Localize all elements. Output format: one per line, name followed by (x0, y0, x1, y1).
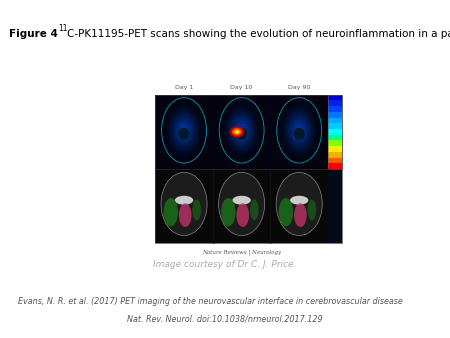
FancyBboxPatch shape (328, 163, 342, 169)
Ellipse shape (250, 199, 259, 220)
FancyBboxPatch shape (155, 95, 342, 243)
Text: C-PK11195-PET scans showing the evolution of neuroinflammation in a patient afte: C-PK11195-PET scans showing the evolutio… (68, 29, 450, 39)
Ellipse shape (193, 199, 201, 220)
Ellipse shape (293, 127, 306, 141)
FancyBboxPatch shape (270, 169, 328, 243)
Ellipse shape (175, 117, 193, 143)
Ellipse shape (294, 203, 307, 227)
Ellipse shape (290, 117, 308, 143)
Ellipse shape (173, 114, 195, 147)
FancyBboxPatch shape (328, 135, 342, 140)
Ellipse shape (182, 127, 186, 134)
FancyBboxPatch shape (155, 95, 213, 169)
Ellipse shape (164, 198, 178, 226)
Ellipse shape (281, 104, 317, 156)
Ellipse shape (279, 198, 293, 226)
FancyBboxPatch shape (328, 146, 342, 152)
FancyBboxPatch shape (328, 112, 342, 118)
Ellipse shape (235, 121, 248, 140)
Ellipse shape (161, 172, 207, 236)
Ellipse shape (236, 203, 249, 227)
Ellipse shape (276, 172, 322, 236)
Ellipse shape (219, 98, 264, 163)
Ellipse shape (228, 111, 255, 150)
FancyBboxPatch shape (328, 140, 342, 146)
FancyBboxPatch shape (213, 95, 270, 169)
FancyBboxPatch shape (328, 100, 342, 106)
FancyBboxPatch shape (213, 169, 270, 243)
Circle shape (234, 129, 240, 135)
FancyBboxPatch shape (328, 106, 342, 112)
FancyBboxPatch shape (328, 95, 342, 100)
Ellipse shape (295, 124, 304, 137)
Ellipse shape (171, 111, 198, 150)
Text: Evans, N. R. et al. (2017) PET imaging of the neurovascular interface in cerebro: Evans, N. R. et al. (2017) PET imaging o… (18, 297, 403, 307)
FancyBboxPatch shape (328, 129, 342, 135)
FancyBboxPatch shape (270, 95, 328, 169)
Ellipse shape (292, 121, 306, 140)
Ellipse shape (286, 111, 313, 150)
Text: Day 90: Day 90 (288, 84, 310, 90)
Ellipse shape (180, 124, 189, 137)
Ellipse shape (166, 104, 202, 156)
Ellipse shape (239, 127, 244, 134)
Ellipse shape (177, 121, 191, 140)
FancyBboxPatch shape (155, 169, 213, 243)
Ellipse shape (290, 196, 308, 205)
Ellipse shape (178, 127, 190, 141)
Ellipse shape (164, 101, 204, 160)
Ellipse shape (219, 172, 265, 236)
FancyBboxPatch shape (328, 152, 342, 158)
Ellipse shape (179, 203, 192, 227)
Ellipse shape (284, 107, 315, 153)
FancyBboxPatch shape (328, 123, 342, 129)
Ellipse shape (307, 199, 316, 220)
Ellipse shape (230, 114, 253, 147)
Ellipse shape (237, 124, 246, 137)
FancyBboxPatch shape (328, 158, 342, 163)
Circle shape (235, 130, 239, 133)
Text: Day 1: Day 1 (175, 84, 193, 90)
Text: Figure 4: Figure 4 (9, 29, 58, 39)
Ellipse shape (232, 196, 251, 205)
Ellipse shape (235, 127, 248, 141)
Circle shape (232, 128, 242, 136)
Ellipse shape (288, 114, 310, 147)
Ellipse shape (277, 98, 322, 163)
Ellipse shape (279, 101, 320, 160)
Circle shape (230, 126, 244, 138)
Ellipse shape (221, 198, 236, 226)
Ellipse shape (175, 196, 193, 205)
Text: 11: 11 (58, 24, 68, 33)
Text: Nature Reviews | Neurology: Nature Reviews | Neurology (202, 249, 281, 255)
Text: Image courtesy of Dr C. J. Price.: Image courtesy of Dr C. J. Price. (153, 260, 297, 269)
Ellipse shape (226, 107, 257, 153)
FancyBboxPatch shape (328, 118, 342, 123)
Text: Nat. Rev. Neurol. doi:10.1038/nrneurol.2017.129: Nat. Rev. Neurol. doi:10.1038/nrneurol.2… (127, 314, 323, 323)
Ellipse shape (162, 98, 207, 163)
Ellipse shape (224, 104, 260, 156)
Ellipse shape (221, 101, 262, 160)
Text: Day 10: Day 10 (230, 84, 253, 90)
Ellipse shape (297, 127, 302, 134)
Ellipse shape (233, 117, 251, 143)
Ellipse shape (168, 107, 200, 153)
